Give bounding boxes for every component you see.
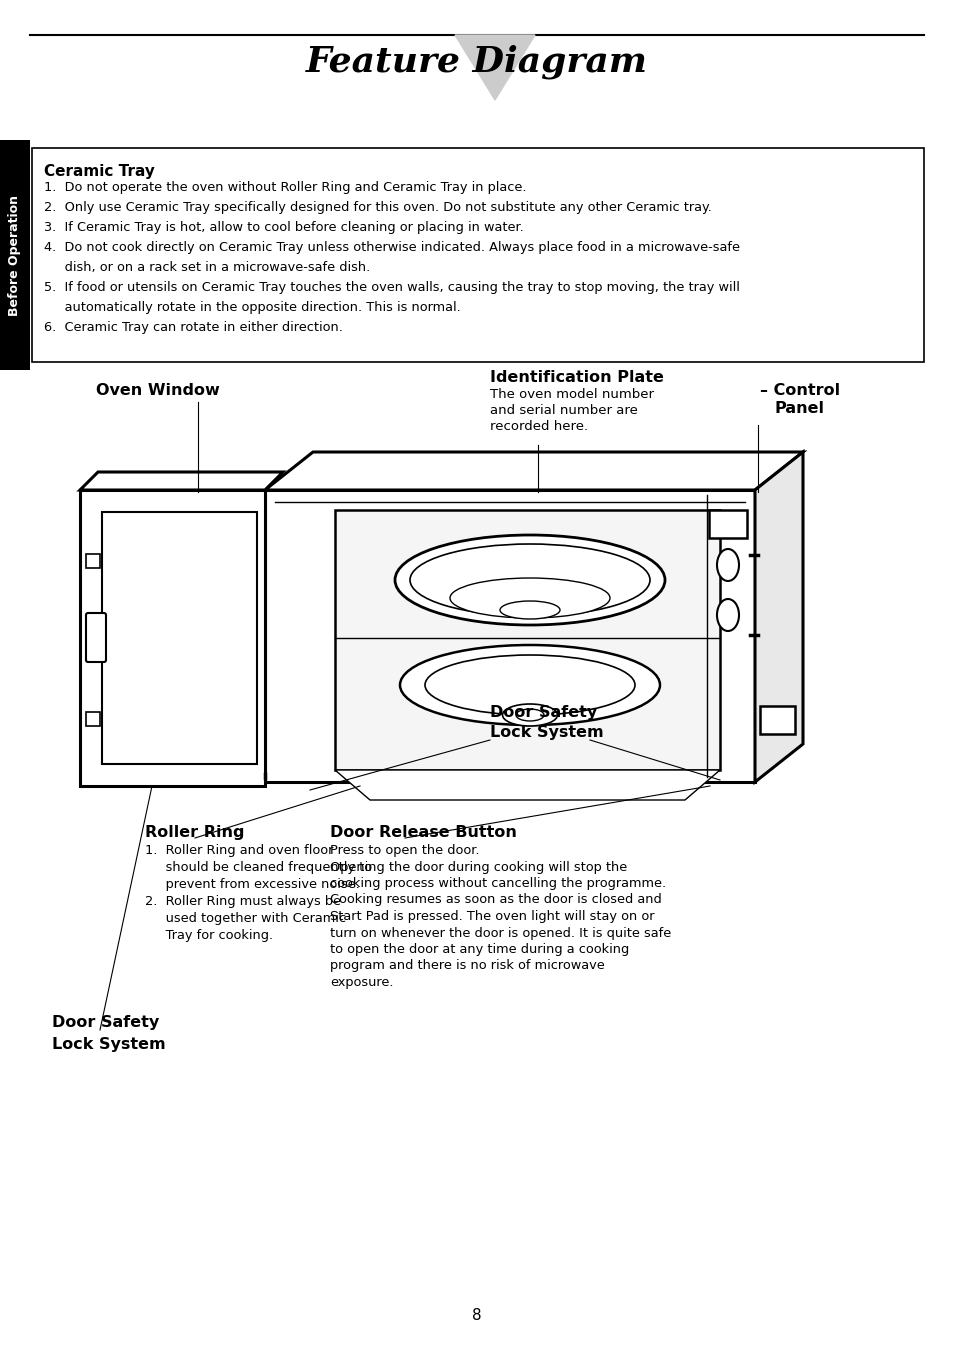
Text: Roller Ring: Roller Ring (145, 825, 244, 840)
Text: Feature Diagram: Feature Diagram (306, 44, 647, 80)
Text: recorded here.: recorded here. (490, 421, 587, 433)
FancyBboxPatch shape (86, 613, 106, 662)
Ellipse shape (717, 549, 739, 581)
Text: and serial number are: and serial number are (490, 404, 638, 417)
Text: turn on whenever the door is opened. It is quite safe: turn on whenever the door is opened. It … (330, 926, 671, 940)
Text: Press to open the door.: Press to open the door. (330, 844, 479, 857)
Ellipse shape (395, 535, 664, 625)
Text: Door Safety: Door Safety (52, 1015, 159, 1030)
FancyBboxPatch shape (0, 140, 30, 369)
Ellipse shape (502, 704, 557, 727)
Ellipse shape (399, 644, 659, 725)
Text: 1.  Do not operate the oven without Roller Ring and Ceramic Tray in place.: 1. Do not operate the oven without Rolle… (44, 181, 526, 194)
Text: cooking process without cancelling the programme.: cooking process without cancelling the p… (330, 878, 665, 890)
Ellipse shape (516, 709, 543, 721)
Polygon shape (80, 472, 283, 491)
FancyBboxPatch shape (86, 712, 100, 727)
FancyBboxPatch shape (86, 554, 100, 568)
Text: Before Operation: Before Operation (9, 194, 22, 315)
Text: Cooking resumes as soon as the door is closed and: Cooking resumes as soon as the door is c… (330, 894, 661, 906)
FancyBboxPatch shape (32, 148, 923, 363)
Text: 2.  Roller Ring must always be: 2. Roller Ring must always be (145, 895, 340, 909)
Text: prevent from excessive noise.: prevent from excessive noise. (145, 878, 359, 891)
Text: Opening the door during cooking will stop the: Opening the door during cooking will sto… (330, 860, 626, 874)
Polygon shape (265, 452, 802, 491)
Text: 1.  Roller Ring and oven floor: 1. Roller Ring and oven floor (145, 844, 333, 857)
Text: automatically rotate in the opposite direction. This is normal.: automatically rotate in the opposite dir… (44, 301, 460, 314)
Text: 3.  If Ceramic Tray is hot, allow to cool before cleaning or placing in water.: 3. If Ceramic Tray is hot, allow to cool… (44, 221, 523, 235)
Text: Tray for cooking.: Tray for cooking. (145, 929, 273, 942)
Polygon shape (754, 452, 802, 782)
Text: 2.  Only use Ceramic Tray specifically designed for this oven. Do not substitute: 2. Only use Ceramic Tray specifically de… (44, 201, 711, 214)
Ellipse shape (450, 578, 609, 617)
Text: Door Safety: Door Safety (490, 705, 597, 720)
Ellipse shape (424, 655, 635, 714)
Text: The oven model number: The oven model number (490, 388, 654, 400)
Text: Door Release Button: Door Release Button (330, 825, 517, 840)
Ellipse shape (499, 601, 559, 619)
Text: Panel: Panel (774, 400, 824, 417)
Text: 4.  Do not cook directly on Ceramic Tray unless otherwise indicated. Always plac: 4. Do not cook directly on Ceramic Tray … (44, 241, 740, 253)
FancyBboxPatch shape (708, 510, 746, 538)
Text: should be cleaned frequently to: should be cleaned frequently to (145, 861, 372, 874)
Text: – Control: – Control (760, 383, 840, 398)
Text: Ceramic Tray: Ceramic Tray (44, 164, 154, 179)
Text: to open the door at any time during a cooking: to open the door at any time during a co… (330, 944, 629, 956)
Text: 8: 8 (472, 1308, 481, 1322)
FancyBboxPatch shape (80, 491, 265, 786)
Text: dish, or on a rack set in a microwave-safe dish.: dish, or on a rack set in a microwave-sa… (44, 262, 370, 274)
Text: Lock System: Lock System (490, 725, 603, 740)
Text: Oven Window: Oven Window (96, 383, 219, 398)
Text: Lock System: Lock System (52, 1037, 166, 1051)
FancyBboxPatch shape (335, 510, 720, 770)
Ellipse shape (717, 599, 739, 631)
Text: Start Pad is pressed. The oven light will stay on or: Start Pad is pressed. The oven light wil… (330, 910, 654, 923)
FancyBboxPatch shape (102, 512, 256, 764)
FancyBboxPatch shape (760, 706, 794, 735)
Text: 5.  If food or utensils on Ceramic Tray touches the oven walls, causing the tray: 5. If food or utensils on Ceramic Tray t… (44, 280, 740, 294)
Polygon shape (455, 35, 535, 100)
Text: 6.  Ceramic Tray can rotate in either direction.: 6. Ceramic Tray can rotate in either dir… (44, 321, 342, 334)
Text: Identification Plate: Identification Plate (490, 369, 663, 386)
FancyBboxPatch shape (265, 491, 754, 782)
Text: exposure.: exposure. (330, 976, 393, 989)
Text: used together with Ceramic: used together with Ceramic (145, 913, 346, 925)
Ellipse shape (410, 545, 649, 616)
Polygon shape (335, 770, 720, 799)
Text: program and there is no risk of microwave: program and there is no risk of microwav… (330, 960, 604, 972)
